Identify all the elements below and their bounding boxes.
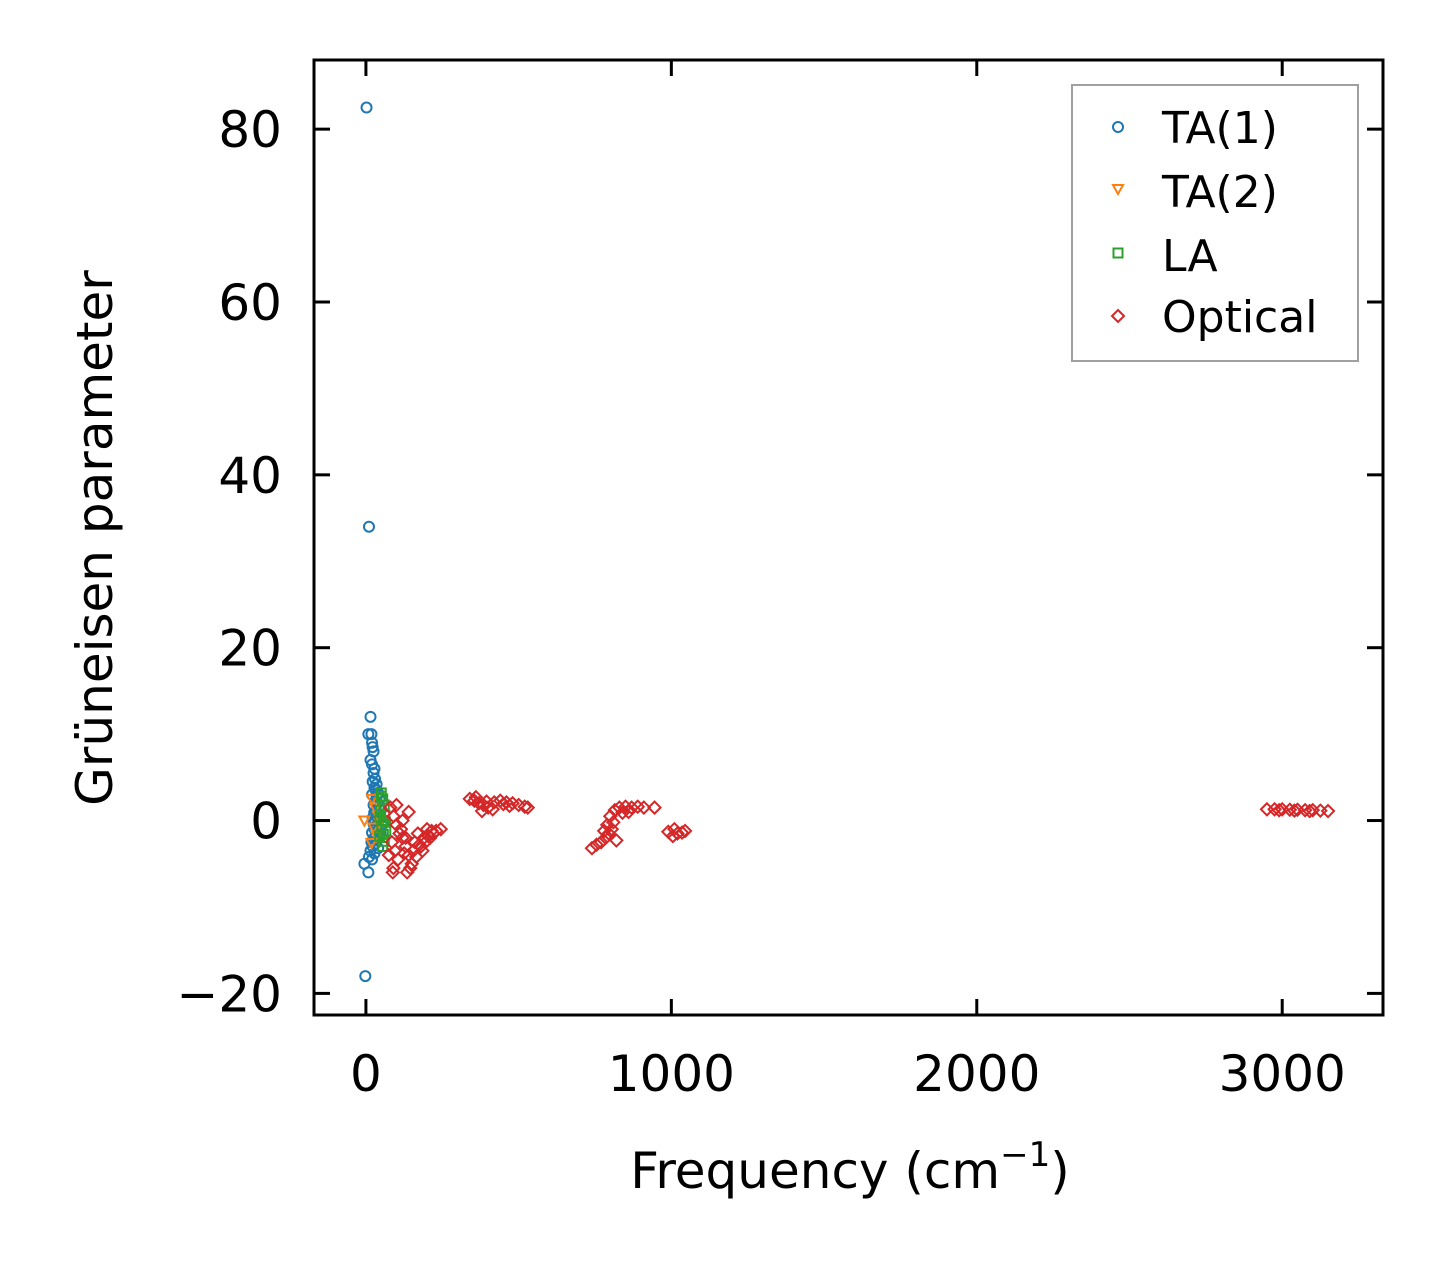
y-axis-label: Grüneisen parameter	[66, 270, 124, 806]
data-point	[517, 799, 533, 815]
data-point	[502, 798, 517, 814]
data-point	[462, 791, 478, 807]
data-point	[366, 822, 381, 835]
legend-label-ta1: TA(1)	[1161, 103, 1278, 154]
data-point	[424, 823, 440, 839]
data-point	[474, 803, 490, 819]
data-point	[433, 821, 449, 837]
data-point	[411, 837, 427, 853]
data-point	[365, 728, 378, 741]
data-point	[362, 520, 375, 533]
x-tick-label: 1000	[608, 1045, 735, 1103]
legend: TA(1) TA(2) LA Optical	[1071, 84, 1359, 362]
data-point	[357, 815, 372, 828]
data-point	[421, 828, 436, 844]
legend-label-ta2: TA(2)	[1161, 167, 1278, 218]
data-point	[608, 833, 624, 848]
x-axis-label-main: Frequency (cm	[630, 1142, 1000, 1200]
data-point	[385, 864, 401, 880]
data-point	[374, 811, 386, 823]
data-point	[402, 860, 418, 876]
data-point	[381, 847, 397, 863]
data-point	[401, 804, 417, 820]
data-point	[377, 793, 389, 805]
data-point	[1302, 803, 1318, 819]
data-point	[428, 823, 444, 839]
data-point	[415, 843, 430, 859]
data-point	[612, 800, 627, 815]
data-point	[360, 101, 373, 114]
data-point	[615, 805, 630, 821]
data-point	[399, 864, 415, 880]
data-point	[359, 970, 372, 983]
data-point	[362, 866, 375, 879]
legend-marker	[1110, 308, 1126, 324]
data-point	[1287, 803, 1302, 819]
data-point	[621, 804, 637, 820]
data-point	[468, 789, 484, 805]
data-point	[601, 826, 617, 841]
x-tick-label: 0	[350, 1045, 382, 1103]
data-point	[395, 813, 410, 828]
x-axis-label: Frequency (cm−1)	[630, 1135, 1070, 1200]
data-point	[377, 828, 389, 840]
x-tick-label: 3000	[1219, 1045, 1346, 1103]
x-tick-label: 2000	[913, 1045, 1040, 1103]
data-point	[364, 710, 377, 723]
data-point	[593, 834, 609, 850]
legend-label-optical: Optical	[1162, 292, 1317, 343]
data-point	[1320, 803, 1336, 819]
ticks-layer: 0 1000 2000 3000 −20 0 20 40 60 80	[176, 60, 1383, 1103]
data-point	[364, 838, 379, 851]
series-la	[374, 787, 392, 852]
series-optical	[381, 789, 1336, 880]
data-point	[666, 821, 682, 837]
data-point	[375, 790, 387, 802]
data-point	[647, 800, 662, 815]
data-point	[398, 830, 414, 846]
data-point	[385, 860, 401, 876]
data-point	[520, 800, 536, 815]
data-point	[670, 826, 685, 841]
y-tick-label: 0	[250, 793, 282, 851]
data-point	[636, 800, 652, 815]
data-point	[607, 802, 623, 818]
y-tick-label: 40	[218, 447, 282, 505]
data-point	[367, 767, 380, 780]
data-point	[599, 817, 615, 833]
data-point	[589, 837, 604, 853]
legend-marker	[1111, 184, 1125, 197]
y-tick-label: 80	[218, 101, 282, 159]
data-point	[365, 793, 379, 806]
data-point	[369, 773, 382, 786]
data-point	[377, 840, 389, 852]
x-axis-label-end: )	[1050, 1142, 1070, 1200]
data-point	[584, 840, 600, 856]
data-point	[368, 802, 382, 815]
legend-marker	[1112, 121, 1124, 133]
legend-marker	[1112, 247, 1124, 259]
points-layer	[357, 101, 1336, 983]
plot-frame	[312, 58, 1385, 1017]
x-axis-label-superscript: −1	[1000, 1135, 1050, 1175]
y-tick-label: 60	[218, 274, 282, 332]
legend-markers	[1110, 121, 1126, 324]
data-point	[366, 736, 379, 749]
data-point	[479, 794, 494, 809]
data-point	[1271, 802, 1287, 818]
y-tick-label: −20	[176, 965, 282, 1023]
data-point	[389, 797, 404, 813]
legend-label-la: LA	[1162, 231, 1218, 282]
y-tick-label: 20	[218, 620, 282, 678]
